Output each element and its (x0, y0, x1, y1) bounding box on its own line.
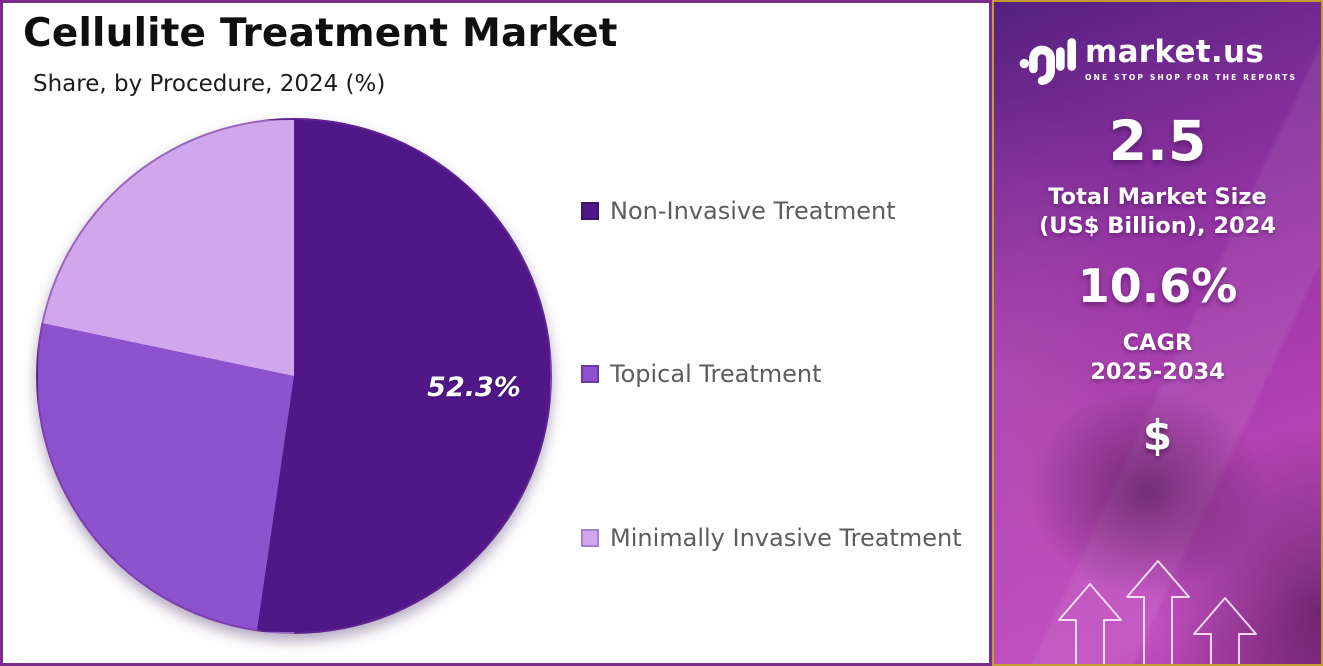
pie-slice-label: 52.3% (427, 372, 521, 403)
market-size-value: 2.5 (1108, 109, 1207, 173)
legend-swatch (581, 202, 599, 220)
legend-label: Minimally Invasive Treatment (610, 524, 962, 552)
brand-logo-text: market.us ONE STOP SHOP FOR THE REPORTS (1084, 33, 1298, 82)
market-size-label-line2: (US$ Billion), 2024 (1038, 212, 1276, 239)
legend-label: Topical Treatment (610, 360, 822, 388)
chart-panel: Cellulite Treatment Market Share, by Pro… (0, 0, 992, 666)
brand-logo: market.us ONE STOP SHOP FOR THE REPORTS (1018, 32, 1297, 86)
sidebar: market.us ONE STOP SHOP FOR THE REPORTS … (992, 0, 1323, 666)
page-title: Cellulite Treatment Market (23, 11, 618, 56)
legend-swatch (581, 365, 599, 383)
brand-name: market.us (1084, 33, 1265, 70)
page-subtitle: Share, by Procedure, 2024 (%) (33, 71, 386, 97)
dollar-icon: $ (1142, 411, 1173, 461)
cagr-label-line2: 2025-2034 (1090, 358, 1225, 385)
growth-arrows-icon (1058, 560, 1257, 664)
cagr-label: CAGR 2025-2034 (1090, 329, 1225, 388)
legend-item: Topical Treatment (581, 360, 822, 388)
legend-item: Non-Invasive Treatment (581, 197, 896, 225)
market-size-label-line1: Total Market Size (1048, 184, 1267, 210)
legend: Non-Invasive Treatment Topical Treatment… (581, 3, 981, 663)
cagr-label-line1: CAGR (1122, 329, 1193, 356)
market-size-label: Total Market Size (US$ Billion), 2024 (1039, 183, 1276, 241)
legend-swatch (581, 529, 599, 547)
brand-tagline: ONE STOP SHOP FOR THE REPORTS (1084, 72, 1298, 82)
legend-item: Minimally Invasive Treatment (581, 524, 962, 552)
pie-chart: 52.3% (36, 118, 552, 634)
cagr-value: 10.6% (1077, 258, 1238, 313)
brand-logo-icon (1019, 38, 1076, 86)
legend-label: Non-Invasive Treatment (610, 197, 896, 225)
